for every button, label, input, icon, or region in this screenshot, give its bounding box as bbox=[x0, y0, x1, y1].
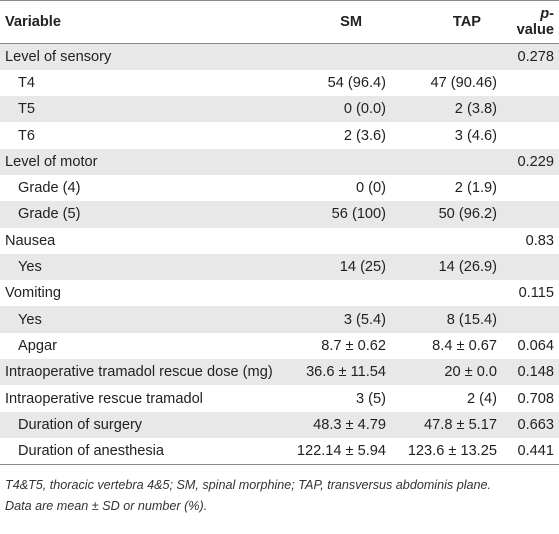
cell-sm: 0 (0.0) bbox=[272, 96, 395, 123]
table-row: Grade (5) 56 (100) 50 (96.2) bbox=[0, 201, 559, 228]
cell-sm: 56 (100) bbox=[272, 201, 395, 228]
cell-sm: 3 (5.4) bbox=[272, 306, 395, 333]
cell-tap: 3 (4.6) bbox=[454, 127, 497, 144]
cell-p-value bbox=[504, 306, 559, 333]
cell-variable: Duration of anesthesia bbox=[0, 437, 273, 465]
cell-sm bbox=[273, 280, 394, 306]
cell-tap bbox=[394, 148, 505, 175]
header-sm: SM bbox=[272, 0, 395, 44]
table-row: Yes 14 (25) 14 (26.9) bbox=[0, 253, 559, 281]
cell-variable: Grade (5) bbox=[0, 201, 273, 228]
results-table: Variable SM TAP p-value Level of sensory… bbox=[0, 0, 559, 465]
table-row: Intraoperative rescue tramadol 3 (5) 2 (4)… bbox=[0, 385, 559, 411]
table-row: Vomiting 0.115 bbox=[0, 280, 559, 306]
cell-p-value: 0.229 bbox=[504, 148, 559, 175]
cell-sm bbox=[272, 148, 395, 175]
cell-tap: 50 (96.2) bbox=[394, 201, 505, 228]
table-row: Level of sensory 0.278 bbox=[0, 43, 559, 70]
cell-tap: 8 (15.4) bbox=[394, 306, 505, 333]
header-p-rest: -value bbox=[516, 6, 554, 38]
cell-tap bbox=[394, 280, 505, 306]
cell-tap: 2 (4) bbox=[466, 390, 497, 407]
cell-sm: 54 (96.4) bbox=[327, 74, 387, 91]
footnote-line-2: Data are mean ± SD or number (%). bbox=[5, 499, 208, 513]
cell-variable: T6 bbox=[18, 127, 36, 144]
cell-sm bbox=[272, 43, 395, 70]
cell-tap: 14 (26.9) bbox=[394, 253, 505, 281]
table-row: T4 54 (96.4) 47 (90.46) bbox=[0, 70, 559, 96]
cell-p-value bbox=[504, 201, 559, 228]
cell-p-value bbox=[505, 175, 559, 201]
table-row: Duration of surgery 48.3 ± 4.79 47.8 ± 5.1… bbox=[0, 411, 559, 438]
table-row: Nausea 0.83 bbox=[0, 228, 559, 254]
cell-variable: Grade (4) bbox=[18, 180, 81, 197]
cell-sm: 8.7 ± 0.62 bbox=[321, 337, 387, 354]
cell-p-value: 0.278 bbox=[504, 43, 559, 70]
cell-sm: 48.3 ± 4.79 bbox=[272, 411, 395, 438]
table-row: Duration of anesthesia 122.14 ± 5.94 123.6… bbox=[0, 437, 559, 465]
cell-p-value: 0.83 bbox=[525, 232, 554, 249]
cell-tap: 2 (3.8) bbox=[394, 96, 505, 123]
header-tap: TAP bbox=[394, 0, 505, 44]
cell-variable: Yes bbox=[0, 306, 273, 333]
cell-p-value bbox=[504, 96, 559, 123]
table-header-row: Variable SM TAP p-value bbox=[0, 0, 559, 44]
table-row: Grade (4) 0 (0) 2 (1.9) bbox=[0, 175, 559, 201]
table-row: Level of motor 0.229 bbox=[0, 148, 559, 175]
cell-p-value bbox=[505, 122, 559, 148]
cell-sm: 122.14 ± 5.94 bbox=[272, 437, 395, 465]
cell-tap bbox=[394, 228, 505, 254]
cell-sm bbox=[273, 228, 394, 254]
header-p-italic: p bbox=[540, 6, 550, 22]
cell-variable: Vomiting bbox=[5, 285, 61, 302]
cell-sm: 36.6 ± 11.54 bbox=[272, 359, 395, 386]
table-row: Apgar 8.7 ± 0.62 8.4 ± 0.67 0.064 bbox=[0, 333, 559, 359]
cell-p-value: 0.663 bbox=[504, 411, 559, 438]
cell-variable: Yes bbox=[0, 253, 273, 281]
table-footnote: T4&T5, thoracic vertebra 4&5; SM, spinal… bbox=[5, 475, 555, 517]
cell-tap: 47 (90.46) bbox=[430, 74, 497, 91]
cell-tap: 20 ± 0.0 bbox=[394, 359, 505, 386]
cell-sm: 14 (25) bbox=[272, 253, 395, 281]
header-p-value: p-value bbox=[504, 0, 559, 44]
cell-p-value: 0.064 bbox=[517, 337, 554, 354]
cell-tap: 123.6 ± 13.25 bbox=[394, 437, 505, 465]
cell-sm: 0 (0) bbox=[356, 180, 387, 197]
cell-variable: T4 bbox=[18, 74, 36, 91]
table-row: T6 2 (3.6) 3 (4.6) bbox=[0, 122, 559, 148]
cell-tap bbox=[394, 43, 505, 70]
cell-variable: T5 bbox=[0, 96, 273, 123]
cell-variable: Apgar bbox=[18, 337, 57, 354]
cell-tap: 8.4 ± 0.67 bbox=[432, 337, 497, 354]
cell-sm: 2 (3.6) bbox=[343, 127, 387, 144]
header-variable: Variable bbox=[0, 0, 273, 44]
cell-tap: 2 (1.9) bbox=[454, 180, 497, 197]
cell-tap: 47.8 ± 5.17 bbox=[394, 411, 505, 438]
cell-variable: Nausea bbox=[5, 232, 56, 249]
cell-p-value bbox=[504, 253, 559, 281]
cell-variable: Level of sensory bbox=[0, 43, 273, 70]
cell-variable: Intraoperative tramadol rescue dose (mg) bbox=[0, 359, 273, 386]
cell-sm: 3 (5) bbox=[356, 390, 387, 407]
table-row: T5 0 (0.0) 2 (3.8) bbox=[0, 96, 559, 123]
cell-variable: Level of motor bbox=[0, 148, 273, 175]
table-row: Intraoperative tramadol rescue dose (mg)… bbox=[0, 359, 559, 386]
cell-p-value: 0.148 bbox=[504, 359, 559, 386]
cell-p-value bbox=[505, 70, 559, 96]
cell-p-value: 0.115 bbox=[518, 285, 554, 302]
cell-variable: Intraoperative rescue tramadol bbox=[5, 390, 203, 407]
cell-p-value: 0.708 bbox=[517, 390, 554, 407]
table-row: Yes 3 (5.4) 8 (15.4) bbox=[0, 306, 559, 333]
footnote-line-1: T4&T5, thoracic vertebra 4&5; SM, spinal… bbox=[5, 478, 492, 492]
cell-variable: Duration of surgery bbox=[0, 411, 273, 438]
cell-p-value: 0.441 bbox=[504, 437, 559, 465]
